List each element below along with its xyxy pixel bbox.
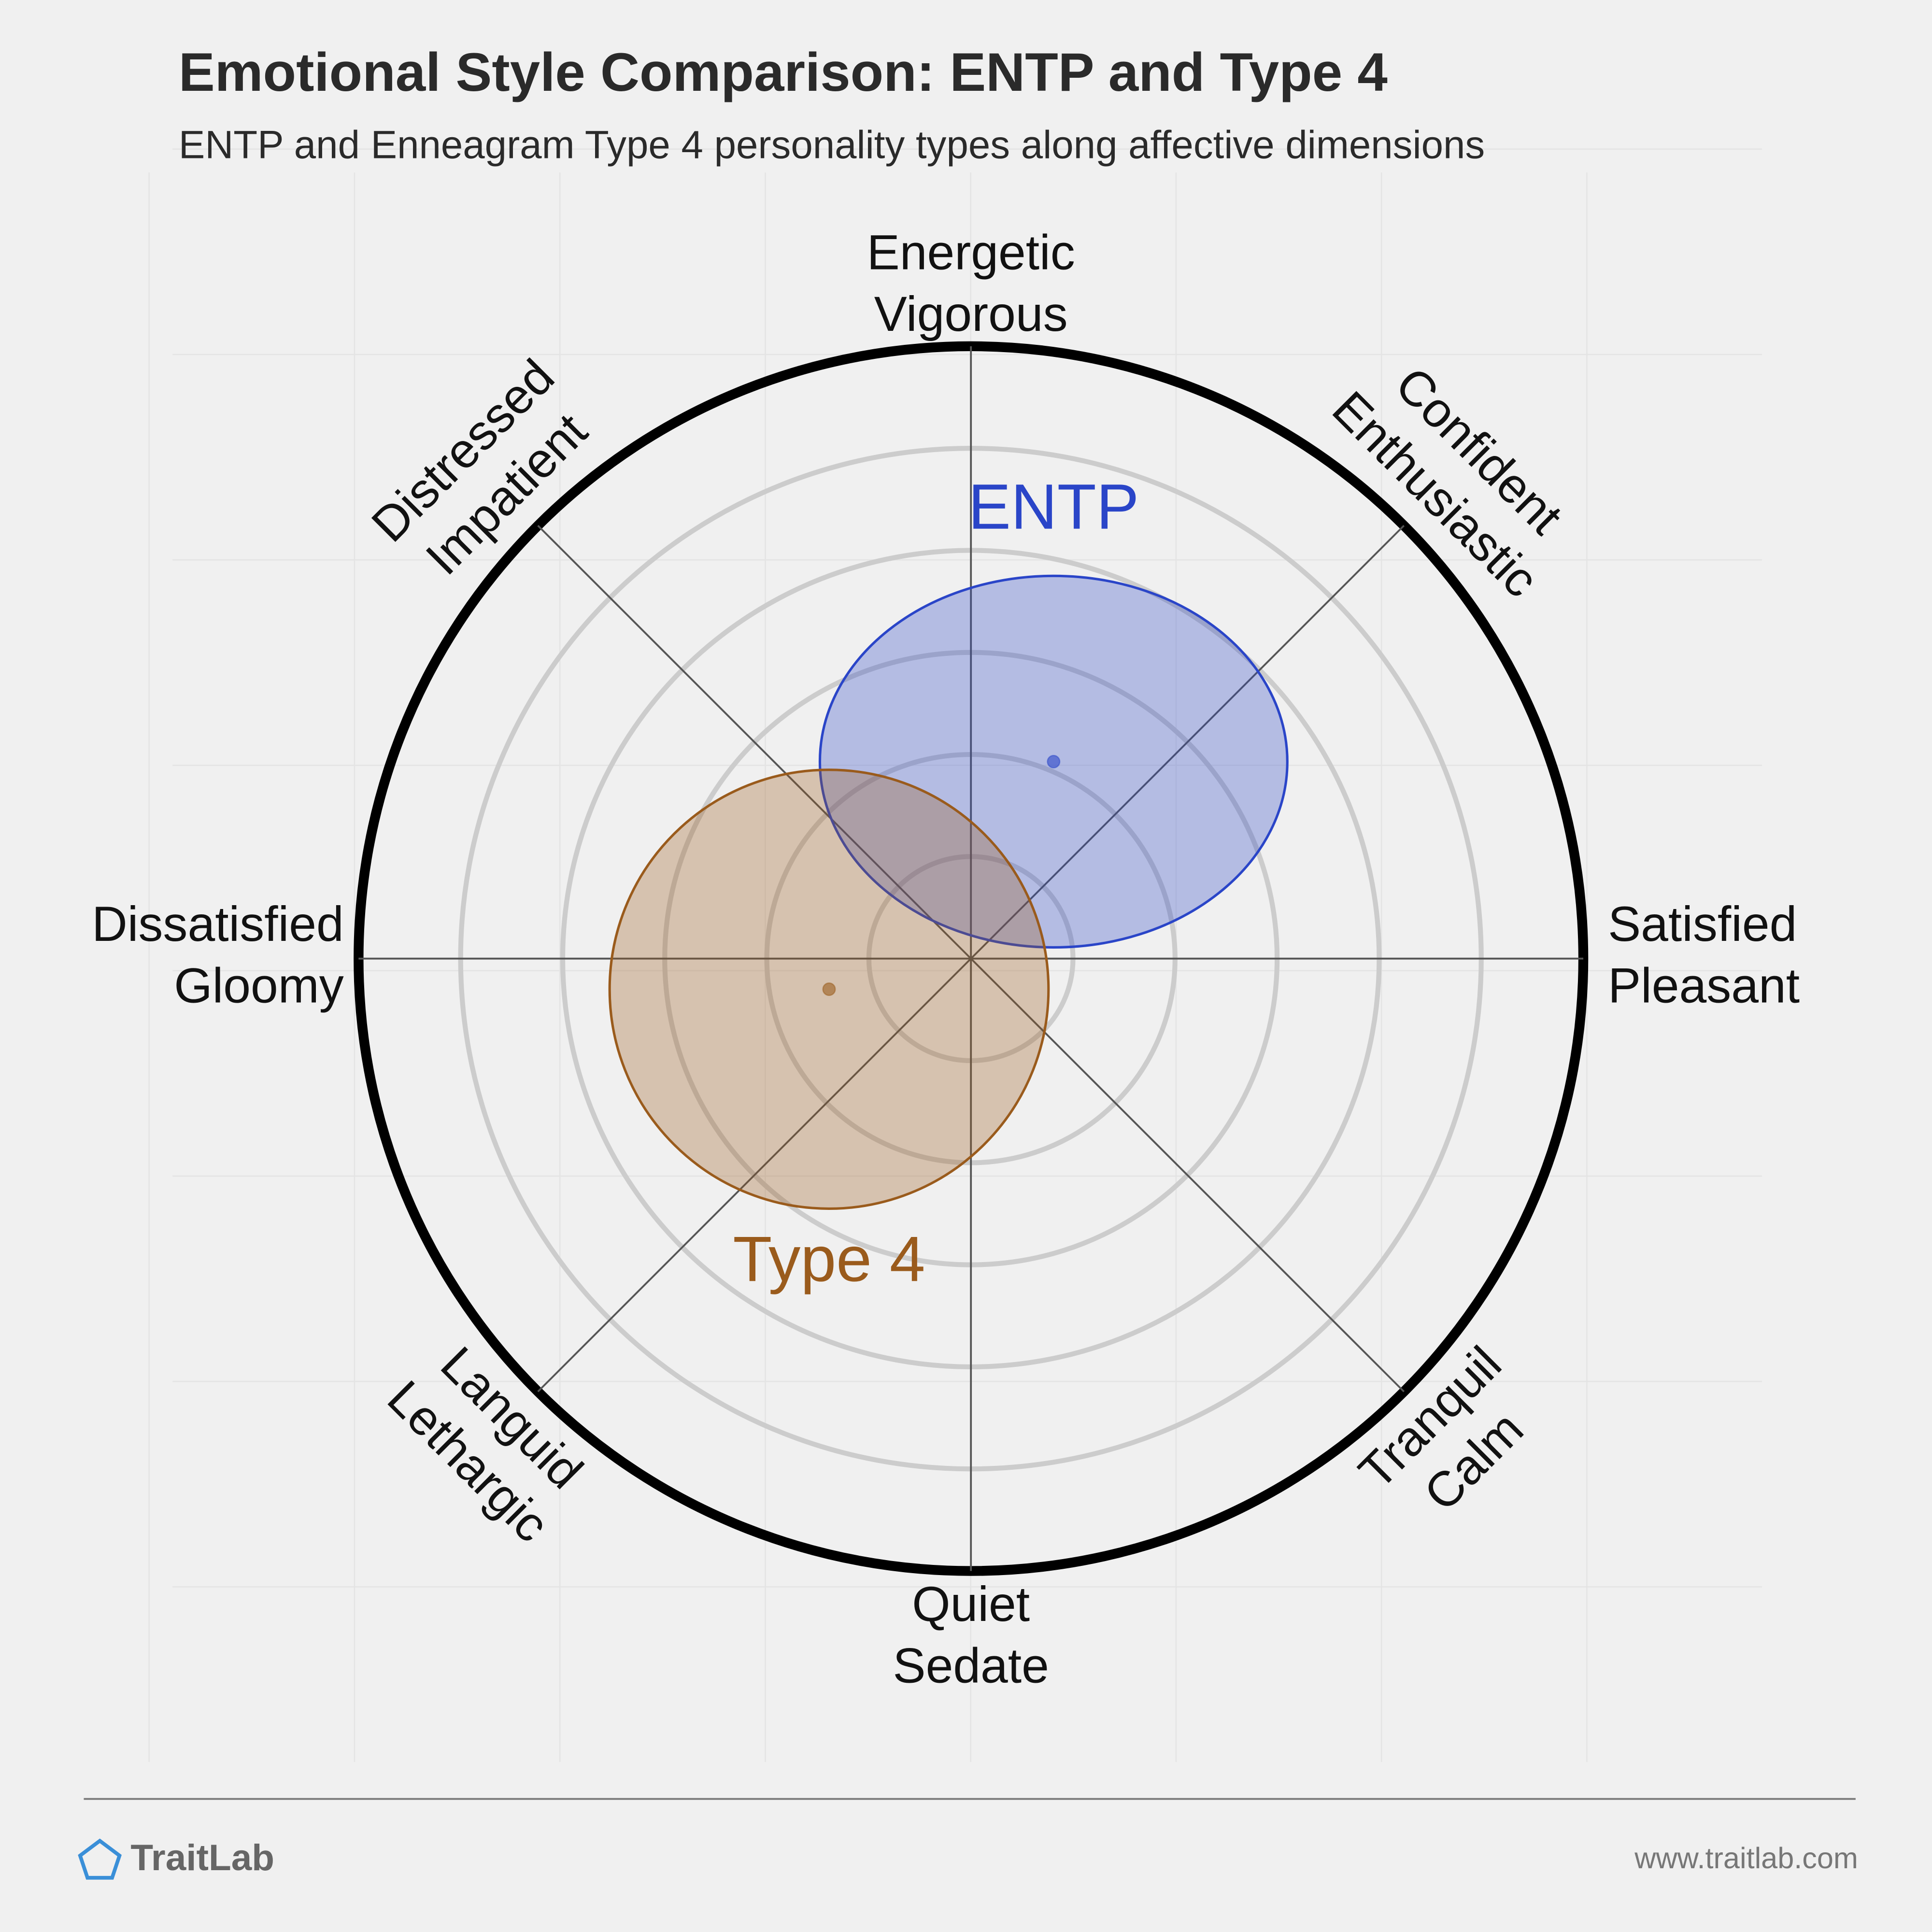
type-center xyxy=(1047,754,1061,768)
chart-subtitle: ENTP and Enneagram Type 4 personality ty… xyxy=(179,123,1485,167)
axis-label-line: Vigorous xyxy=(874,286,1068,341)
axis-label-line: Dissatisfied xyxy=(92,896,344,952)
axis-label-line: Satisfied xyxy=(1608,896,1797,952)
axis-label: Satisfied Pleasant xyxy=(1608,896,1800,1013)
chart-title: Emotional Style Comparison: ENTP and Typ… xyxy=(179,42,1388,102)
brand-logo xyxy=(78,1838,122,1880)
series-label: ENTP xyxy=(968,471,1139,543)
axis-label-line: Pleasant xyxy=(1608,958,1800,1013)
axis-label-line: Gloomy xyxy=(174,958,344,1013)
axis-label-line: Sedate xyxy=(893,1638,1049,1693)
axis-label-line: Energetic xyxy=(867,225,1075,280)
series-label: Type 4 xyxy=(733,1223,925,1295)
brand-name: TraitLab xyxy=(130,1837,274,1878)
footer-url: www.traitlab.com xyxy=(1634,1842,1858,1875)
axis-line xyxy=(537,958,972,1392)
axis-label: Dissatisfied Gloomy xyxy=(92,896,344,1013)
axis-line xyxy=(970,958,1405,1392)
axis-label: Energetic Vigorous xyxy=(867,225,1075,342)
axis-label: Quiet Sedate xyxy=(893,1577,1049,1693)
axis-label-line: Quiet xyxy=(912,1577,1030,1632)
axis-line xyxy=(537,525,972,960)
type-center xyxy=(822,982,836,996)
axis-line xyxy=(970,525,1405,960)
